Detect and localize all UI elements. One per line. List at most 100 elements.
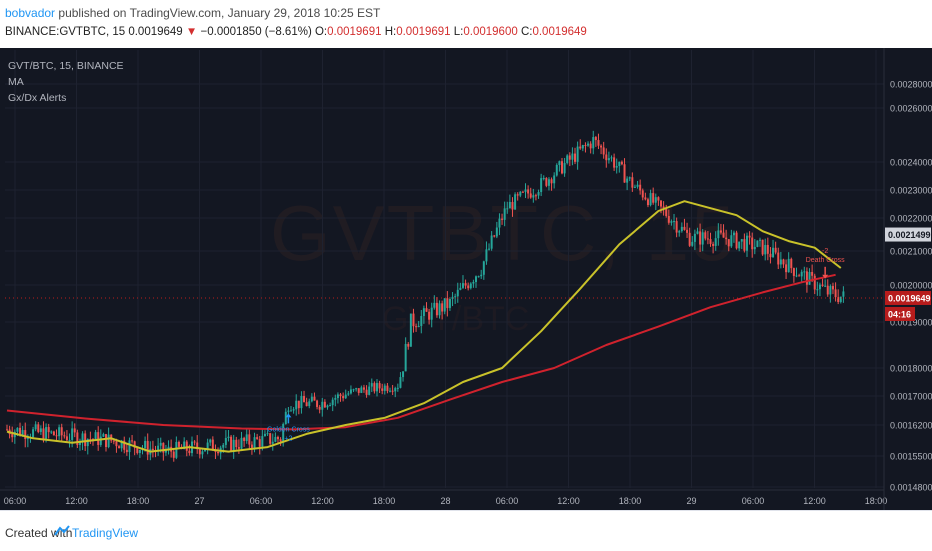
candle-body bbox=[290, 410, 293, 412]
candle-body bbox=[303, 396, 306, 403]
tradingview-brand[interactable]: TradingView bbox=[72, 526, 139, 540]
candle-body bbox=[532, 195, 535, 198]
candle-body bbox=[675, 221, 678, 233]
candle-body bbox=[454, 296, 457, 298]
candle-body bbox=[464, 283, 467, 286]
candle-body bbox=[764, 244, 767, 255]
candle-body bbox=[125, 449, 128, 453]
candle-body bbox=[183, 441, 186, 450]
price-chart[interactable]: 0.0028000 0.0026000 0.0024000 0.0023000 0.00… bbox=[0, 48, 932, 510]
candle-body bbox=[381, 388, 384, 391]
candle-body bbox=[120, 440, 123, 449]
candle-body bbox=[740, 239, 743, 242]
candle-body bbox=[594, 137, 597, 141]
x-tick-label: 12:00 bbox=[311, 496, 334, 506]
candle-body bbox=[391, 390, 394, 392]
candle-body bbox=[55, 435, 58, 437]
candle-body bbox=[824, 285, 827, 287]
candle-body bbox=[475, 276, 478, 282]
candle-body bbox=[568, 155, 571, 160]
high-value: 0.0019691 bbox=[396, 26, 451, 38]
candle-body bbox=[508, 201, 511, 209]
candle-body bbox=[159, 442, 162, 446]
x-tick-label: 29 bbox=[686, 496, 696, 506]
author-link[interactable]: bobvador bbox=[5, 6, 56, 20]
candle-body bbox=[704, 232, 707, 239]
candle-body bbox=[271, 441, 274, 444]
candle-body bbox=[829, 286, 832, 295]
candle-body bbox=[579, 146, 582, 149]
candle-body bbox=[792, 268, 795, 276]
candle-body bbox=[99, 436, 102, 445]
candle-body bbox=[269, 433, 272, 444]
candle-body bbox=[193, 441, 196, 443]
candle-body bbox=[761, 239, 764, 255]
candle-body bbox=[558, 161, 561, 166]
candle-body bbox=[795, 275, 798, 277]
candle-body bbox=[404, 343, 407, 372]
candle-body bbox=[253, 437, 256, 448]
y-tick-label: 0.0020000 bbox=[890, 281, 932, 291]
published-text: published on TradingView.com, January 29… bbox=[58, 6, 381, 20]
candle-body bbox=[493, 235, 496, 237]
legend-alerts[interactable]: Gx/Dx Alerts bbox=[8, 92, 67, 104]
candle-body bbox=[94, 432, 97, 440]
candle-body bbox=[537, 192, 540, 196]
candle-body bbox=[402, 371, 405, 378]
candle-body bbox=[818, 284, 821, 290]
x-tick-label: 12:00 bbox=[803, 496, 826, 506]
y-tick-label: 0.0023000 bbox=[890, 186, 932, 196]
candle-body bbox=[435, 302, 438, 316]
candle-body bbox=[615, 165, 618, 168]
candle-body bbox=[545, 178, 548, 186]
candle-body bbox=[571, 153, 574, 160]
candle-body bbox=[355, 388, 358, 390]
candle-body bbox=[581, 145, 584, 149]
candle-body bbox=[769, 253, 772, 258]
candle-body bbox=[6, 429, 8, 431]
death-cross-label: Death Cross bbox=[806, 257, 845, 264]
chart-area[interactable]: GVTBTC, 15 GVT/BTC 0.0028000 0.0026000 0.0… bbox=[0, 48, 932, 510]
candle-body bbox=[506, 208, 509, 210]
candle-body bbox=[667, 216, 670, 223]
candle-body bbox=[725, 237, 728, 240]
candle-body bbox=[292, 409, 295, 411]
x-tick-label: 06:00 bbox=[4, 496, 27, 506]
price-label: 0.0021499 bbox=[888, 230, 931, 240]
candle-body bbox=[417, 325, 420, 327]
candle-body bbox=[26, 438, 29, 440]
candle-body bbox=[839, 296, 842, 302]
candle-body bbox=[751, 237, 754, 250]
candle-body bbox=[295, 400, 298, 410]
candle-body bbox=[58, 427, 61, 437]
candle-body bbox=[482, 261, 485, 275]
candle-body bbox=[316, 400, 319, 407]
candle-body bbox=[743, 239, 746, 251]
candle-body bbox=[339, 394, 342, 397]
candle-body bbox=[628, 177, 631, 179]
candle-body bbox=[646, 199, 649, 206]
candle-body bbox=[589, 143, 592, 149]
candle-body bbox=[519, 191, 522, 196]
candle-body bbox=[576, 146, 579, 162]
high-label: H: bbox=[384, 26, 397, 38]
legend-symbol[interactable]: GVT/BTC, 15, BINANCE bbox=[8, 60, 124, 72]
ohlc-line: BINANCE:GVTBTC, 15 0.0019649 ▼ −0.000185… bbox=[5, 26, 587, 38]
candle-body bbox=[706, 238, 709, 240]
legend-ma[interactable]: MA bbox=[8, 76, 24, 88]
candle-body bbox=[779, 259, 782, 265]
candle-body bbox=[521, 191, 524, 193]
candle-body bbox=[717, 230, 720, 239]
candle-body bbox=[128, 440, 131, 453]
candle-body bbox=[188, 450, 191, 454]
candle-body bbox=[305, 402, 308, 407]
tradingview-logo-icon[interactable] bbox=[54, 524, 70, 538]
candle-body bbox=[472, 281, 475, 284]
candle-body bbox=[480, 274, 483, 277]
candle-body bbox=[803, 271, 806, 273]
candle-body bbox=[461, 283, 464, 288]
y-tick-label: 0.0017000 bbox=[890, 392, 932, 402]
candle-body bbox=[600, 145, 603, 148]
candle-body bbox=[34, 424, 37, 430]
candle-body bbox=[745, 235, 748, 251]
